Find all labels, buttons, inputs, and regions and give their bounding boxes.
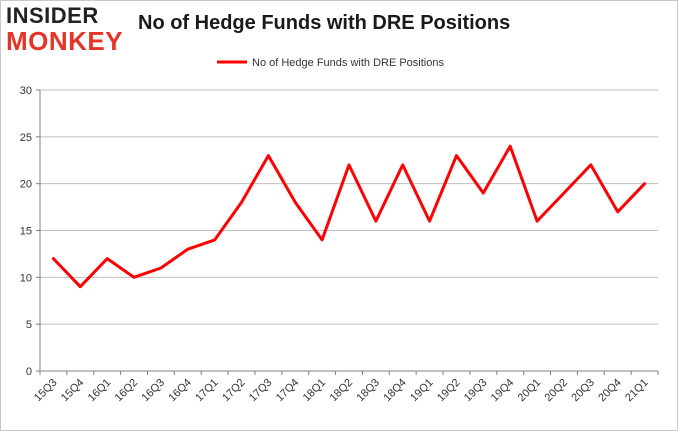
x-tick-label-19Q4: 19Q4 — [489, 377, 517, 405]
data-point-19Q4 — [509, 145, 512, 148]
y-tick-label-30: 30 — [20, 85, 32, 97]
x-tick-label-16Q1: 16Q1 — [86, 377, 114, 405]
axes — [36, 89, 659, 375]
series-line-0 — [51, 144, 647, 289]
x-tick-label-20Q2: 20Q2 — [543, 377, 571, 405]
data-point-20Q3 — [589, 163, 592, 166]
data-point-19Q3 — [482, 192, 485, 195]
x-tick-label-21Q1: 21Q1 — [623, 377, 651, 405]
legend: No of Hedge Funds with DRE Positions — [217, 57, 444, 69]
x-tick-label-20Q1: 20Q1 — [516, 377, 544, 405]
data-point-20Q4 — [616, 210, 619, 213]
data-point-18Q4 — [401, 163, 404, 166]
data-point-16Q2 — [133, 276, 136, 279]
data-point-16Q4 — [186, 248, 189, 251]
x-tick-label-20Q4: 20Q4 — [596, 377, 624, 405]
data-point-15Q3 — [52, 257, 55, 260]
data-point-20Q2 — [562, 192, 565, 195]
data-point-17Q3 — [267, 154, 270, 157]
x-tick-label-17Q2: 17Q2 — [220, 377, 248, 405]
y-tick-label-0: 0 — [26, 366, 32, 378]
x-tick-label-17Q1: 17Q1 — [193, 377, 221, 405]
data-point-18Q3 — [374, 220, 377, 223]
chart-title: No of Hedge Funds with DRE Positions — [138, 12, 511, 34]
x-tick-label-19Q1: 19Q1 — [408, 377, 436, 405]
x-tick-label-15Q3: 15Q3 — [32, 377, 60, 405]
x-tick-label-18Q4: 18Q4 — [381, 377, 409, 405]
y-tick-label-20: 20 — [20, 179, 32, 191]
x-axis-tick-labels: 15Q3 15Q4 16Q1 16Q2 16Q3 16Q4 17Q1 17Q2 17Q3 17Q4… — [32, 377, 651, 405]
data-point-17Q1 — [213, 238, 216, 241]
grid-lines — [40, 89, 658, 325]
x-tick-label-17Q3: 17Q3 — [247, 377, 275, 405]
x-tick-label-18Q3: 18Q3 — [354, 377, 382, 405]
data-point-17Q4 — [294, 201, 297, 204]
x-tick-label-18Q1: 18Q1 — [301, 377, 329, 405]
data-point-17Q2 — [240, 201, 243, 204]
x-tick-label-19Q2: 19Q2 — [435, 377, 463, 405]
legend-label: No of Hedge Funds with DRE Positions — [252, 57, 444, 69]
y-tick-label-5: 5 — [26, 319, 32, 331]
x-tick-label-20Q3: 20Q3 — [569, 377, 597, 405]
logo-text-monkey: MONKEY — [6, 26, 124, 56]
data-series — [51, 144, 647, 289]
x-tick-label-15Q4: 15Q4 — [59, 377, 87, 405]
x-tick-label-19Q3: 19Q3 — [462, 377, 490, 405]
y-axis-tick-labels: 0 5 10 15 20 25 30 — [20, 85, 32, 378]
x-tick-label-17Q4: 17Q4 — [274, 377, 302, 405]
data-point-18Q1 — [321, 238, 324, 241]
insider-monkey-logo: INSIDER MONKEY — [6, 4, 128, 56]
y-tick-label-10: 10 — [20, 272, 32, 284]
data-point-18Q2 — [348, 163, 351, 166]
x-tick-label-16Q2: 16Q2 — [113, 377, 141, 405]
y-tick-label-25: 25 — [20, 132, 32, 144]
data-point-19Q2 — [455, 154, 458, 157]
data-point-15Q4 — [79, 285, 82, 288]
x-tick-label-16Q3: 16Q3 — [140, 377, 168, 405]
data-point-20Q1 — [536, 220, 539, 223]
x-tick-label-16Q4: 16Q4 — [166, 377, 194, 405]
x-tick-label-18Q2: 18Q2 — [328, 377, 356, 405]
data-point-19Q1 — [428, 220, 431, 223]
logo-text-insider: INSIDER — [6, 3, 99, 28]
data-point-16Q3 — [159, 266, 162, 269]
data-point-16Q1 — [106, 257, 109, 260]
data-point-21Q1 — [643, 182, 646, 185]
y-tick-label-15: 15 — [20, 226, 32, 238]
